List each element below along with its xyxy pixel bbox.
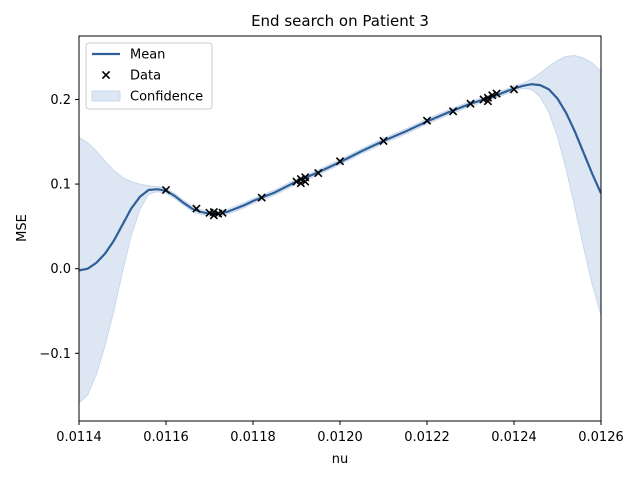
data-point [292,177,301,186]
data-point [488,91,497,100]
chart-title: End search on Patient 3 [251,12,429,30]
data-point [161,185,171,195]
data-point [479,95,488,104]
data-point [314,168,323,178]
data-point [335,157,345,166]
legend-label: Confidence [130,90,203,105]
x-tick-label: 0.0122 [404,430,450,445]
x-tick-label: 0.0114 [56,430,102,445]
x-tick-label: 0.0118 [230,430,276,445]
legend-confidence-swatch [91,90,121,102]
legend: Mean Data Confidence [85,42,213,110]
y-axis: −0.1 0.0 0.1 0.2 [39,93,79,362]
data-point [257,193,266,202]
data-point [209,211,219,220]
data-point [218,208,227,218]
y-tick-label: 0.0 [50,262,71,277]
legend-data-swatch [101,70,111,80]
data-point [448,107,458,116]
data-point [483,93,493,102]
y-axis-label: MSE [15,214,30,242]
data-point [422,116,432,125]
x-tick-label: 0.0116 [143,430,189,445]
data-point [192,204,201,213]
data-point [209,207,219,217]
data-point [379,136,388,146]
data-point [483,96,493,106]
x-axis: 0.0114 0.0116 0.0118 0.0120 0.0122 0.0124 0.01… [56,421,624,445]
data-point [296,174,306,184]
data-point [466,99,475,108]
data-point [301,173,310,182]
data-point [492,89,501,98]
x-axis-label: nu [332,452,348,467]
x-tick-label: 0.0120 [317,430,363,445]
legend-label: Mean [130,48,165,63]
y-tick-label: 0.1 [50,178,71,193]
y-tick-label: 0.2 [50,93,71,108]
plot-area [78,35,602,422]
data-point [509,85,519,94]
x-tick-label: 0.0124 [491,430,537,445]
mean-line [79,83,601,272]
x-tick-label: 0.0126 [578,430,624,445]
legend-label: Data [130,69,161,84]
y-tick-label: −0.1 [39,347,71,362]
